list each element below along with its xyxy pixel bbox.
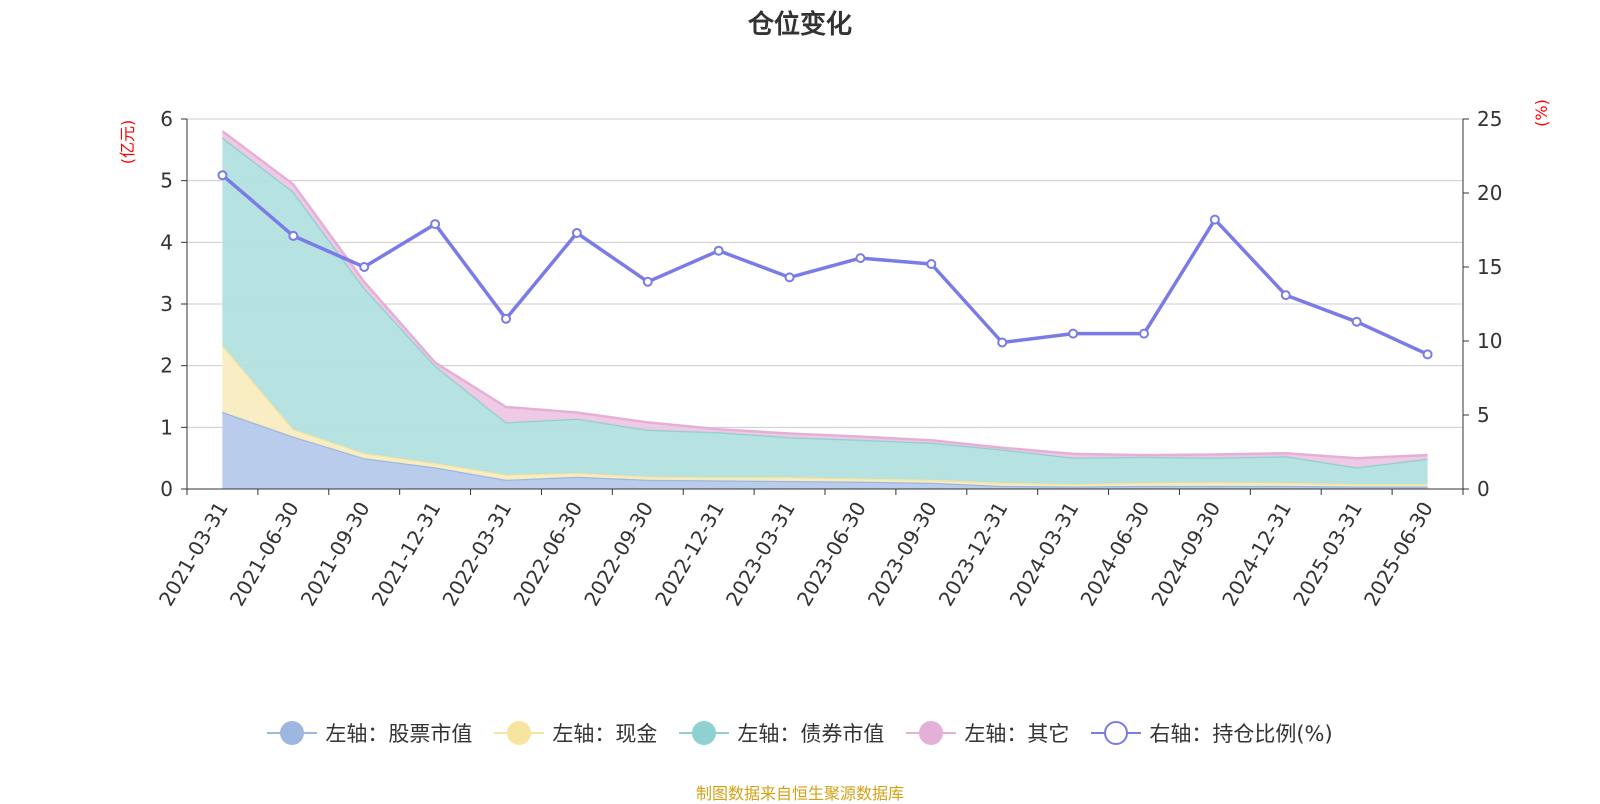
legend-marker-icon — [679, 721, 730, 745]
left-tick-label: 1 — [160, 415, 173, 439]
left-tick-label: 5 — [160, 169, 173, 193]
legend-item[interactable]: 左轴：现金 — [494, 718, 657, 748]
ratio-line-path — [221, 173, 1429, 356]
legend-marker-icon — [494, 721, 545, 745]
ratio-point — [1068, 328, 1079, 339]
ratio-point — [571, 227, 582, 238]
area-edge-左轴：其它 — [221, 130, 1428, 460]
ratio-point — [288, 230, 299, 241]
right-tick-label: 15 — [1477, 255, 1502, 279]
area-左轴：债券市值 — [222, 137, 1428, 485]
ratio-point — [1422, 349, 1433, 360]
x-tick-label: 2021-09-30 — [296, 498, 375, 611]
ratio-point — [642, 276, 653, 287]
legend-marker-icon — [906, 721, 957, 745]
x-tick-label: 2022-12-31 — [650, 498, 729, 611]
right-tick-label: 10 — [1477, 329, 1502, 353]
ratio-point — [926, 259, 937, 270]
x-tick-label: 2022-09-30 — [579, 498, 658, 611]
x-tick-label: 2021-03-31 — [154, 498, 233, 611]
legend-label: 左轴：现金 — [552, 722, 658, 746]
right-tick-label: 0 — [1477, 477, 1490, 501]
x-tick-label: 2023-03-31 — [721, 498, 800, 611]
legend-label: 左轴：股票市值 — [325, 722, 473, 746]
ratio-point — [997, 337, 1008, 348]
right-tick-label: 20 — [1477, 181, 1502, 205]
x-tick-label: 2025-06-30 — [1359, 498, 1438, 611]
right-tick-label: 5 — [1477, 403, 1490, 427]
source-note: 制图数据来自恒生聚源数据库 — [695, 784, 904, 803]
legend-item[interactable]: 左轴：债券市值 — [679, 718, 884, 748]
legend-item[interactable]: 左轴：股票市值 — [267, 718, 472, 748]
ratio-point — [855, 253, 866, 264]
x-tick-label: 2024-03-31 — [1005, 498, 1084, 611]
x-tick-label: 2024-06-30 — [1075, 498, 1154, 611]
left-tick-label: 0 — [160, 477, 173, 501]
legend-label: 右轴：持仓比例(%) — [1149, 722, 1333, 746]
x-tick-label: 2024-12-31 — [1217, 498, 1296, 611]
legend-marker-icon — [1091, 721, 1142, 745]
left-tick-label: 6 — [160, 107, 173, 131]
area-左轴：股票市值 — [222, 411, 1428, 489]
x-tick-label: 2022-03-31 — [437, 498, 516, 611]
legend: 左轴：股票市值 左轴：现金 左轴：债券市值 左轴：其它 右轴：持仓比例(%) — [0, 718, 1600, 748]
legend-label: 左轴：债券市值 — [737, 722, 885, 746]
left-tick-label: 4 — [160, 230, 173, 254]
x-tick-label: 2021-12-31 — [367, 497, 446, 610]
ratio-point — [501, 313, 511, 324]
ratio-point — [1209, 214, 1220, 225]
left-axis-unit: (亿元) — [118, 120, 137, 165]
x-tick-label: 2024-09-30 — [1146, 498, 1225, 611]
ratio-point — [430, 219, 441, 230]
ratio-point — [784, 272, 795, 283]
legend-marker-icon — [267, 721, 318, 745]
right-axis-unit: (%) — [1532, 99, 1551, 127]
stacked-areas — [221, 130, 1428, 489]
x-tick-label: 2025-03-31 — [1288, 498, 1367, 611]
x-tick-label: 2023-06-30 — [792, 498, 871, 611]
x-tick-label: 2023-09-30 — [863, 497, 942, 610]
right-tick-label: 25 — [1477, 107, 1502, 131]
ratio-point — [359, 262, 370, 272]
left-tick-label: 2 — [160, 354, 173, 378]
ratio-line — [217, 170, 1433, 360]
legend-item[interactable]: 右轴：持仓比例(%) — [1091, 718, 1333, 748]
x-tick-label: 2022-06-30 — [508, 498, 587, 611]
left-tick-label: 3 — [160, 292, 173, 316]
ratio-point — [1280, 290, 1291, 301]
ratio-point — [217, 170, 228, 181]
chart-title: 仓位变化 — [747, 10, 852, 40]
x-tick-label: 2021-06-30 — [225, 498, 304, 611]
ratio-point — [1351, 316, 1362, 327]
ratio-point — [1139, 328, 1149, 339]
x-tick-label: 2023-12-31 — [934, 497, 1013, 610]
legend-label: 左轴：其它 — [964, 722, 1070, 746]
ratio-point — [713, 245, 724, 256]
legend-item[interactable]: 左轴：其它 — [906, 718, 1069, 748]
